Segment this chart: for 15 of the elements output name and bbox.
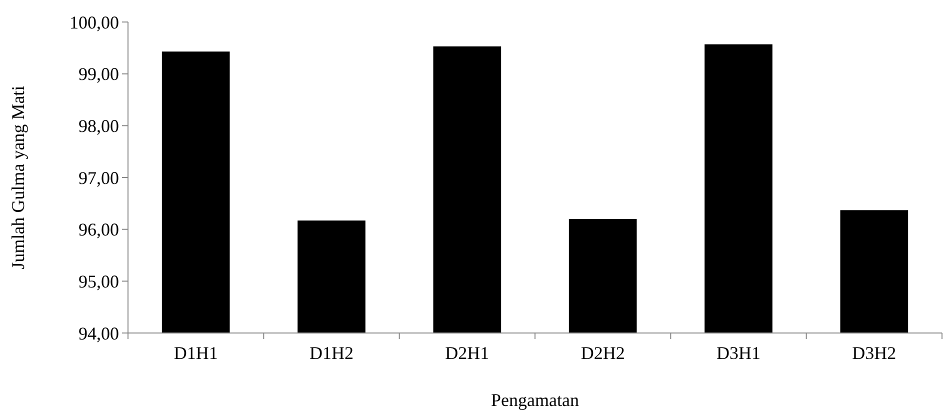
x-tick-label: D1H2 bbox=[310, 343, 354, 363]
y-tick-label: 98,00 bbox=[78, 116, 119, 136]
x-tick-label: D3H1 bbox=[716, 343, 760, 363]
y-tick-label: 96,00 bbox=[78, 220, 119, 240]
x-tick-label: D1H1 bbox=[174, 343, 218, 363]
x-axis-title: Pengamatan bbox=[491, 390, 579, 410]
y-tick-label: 99,00 bbox=[78, 64, 119, 84]
x-tick-label: D3H2 bbox=[852, 343, 896, 363]
x-tick-label: D2H1 bbox=[445, 343, 490, 363]
x-tick-label: D2H2 bbox=[580, 343, 625, 363]
y-tick-label: 95,00 bbox=[78, 271, 119, 292]
y-tick-label: 100,00 bbox=[70, 12, 119, 32]
y-tick-label: 94,00 bbox=[78, 323, 119, 344]
y-tick-label: 97,00 bbox=[78, 168, 119, 188]
y-axis-title: Jumlah Gulma yang Mati bbox=[8, 86, 28, 270]
